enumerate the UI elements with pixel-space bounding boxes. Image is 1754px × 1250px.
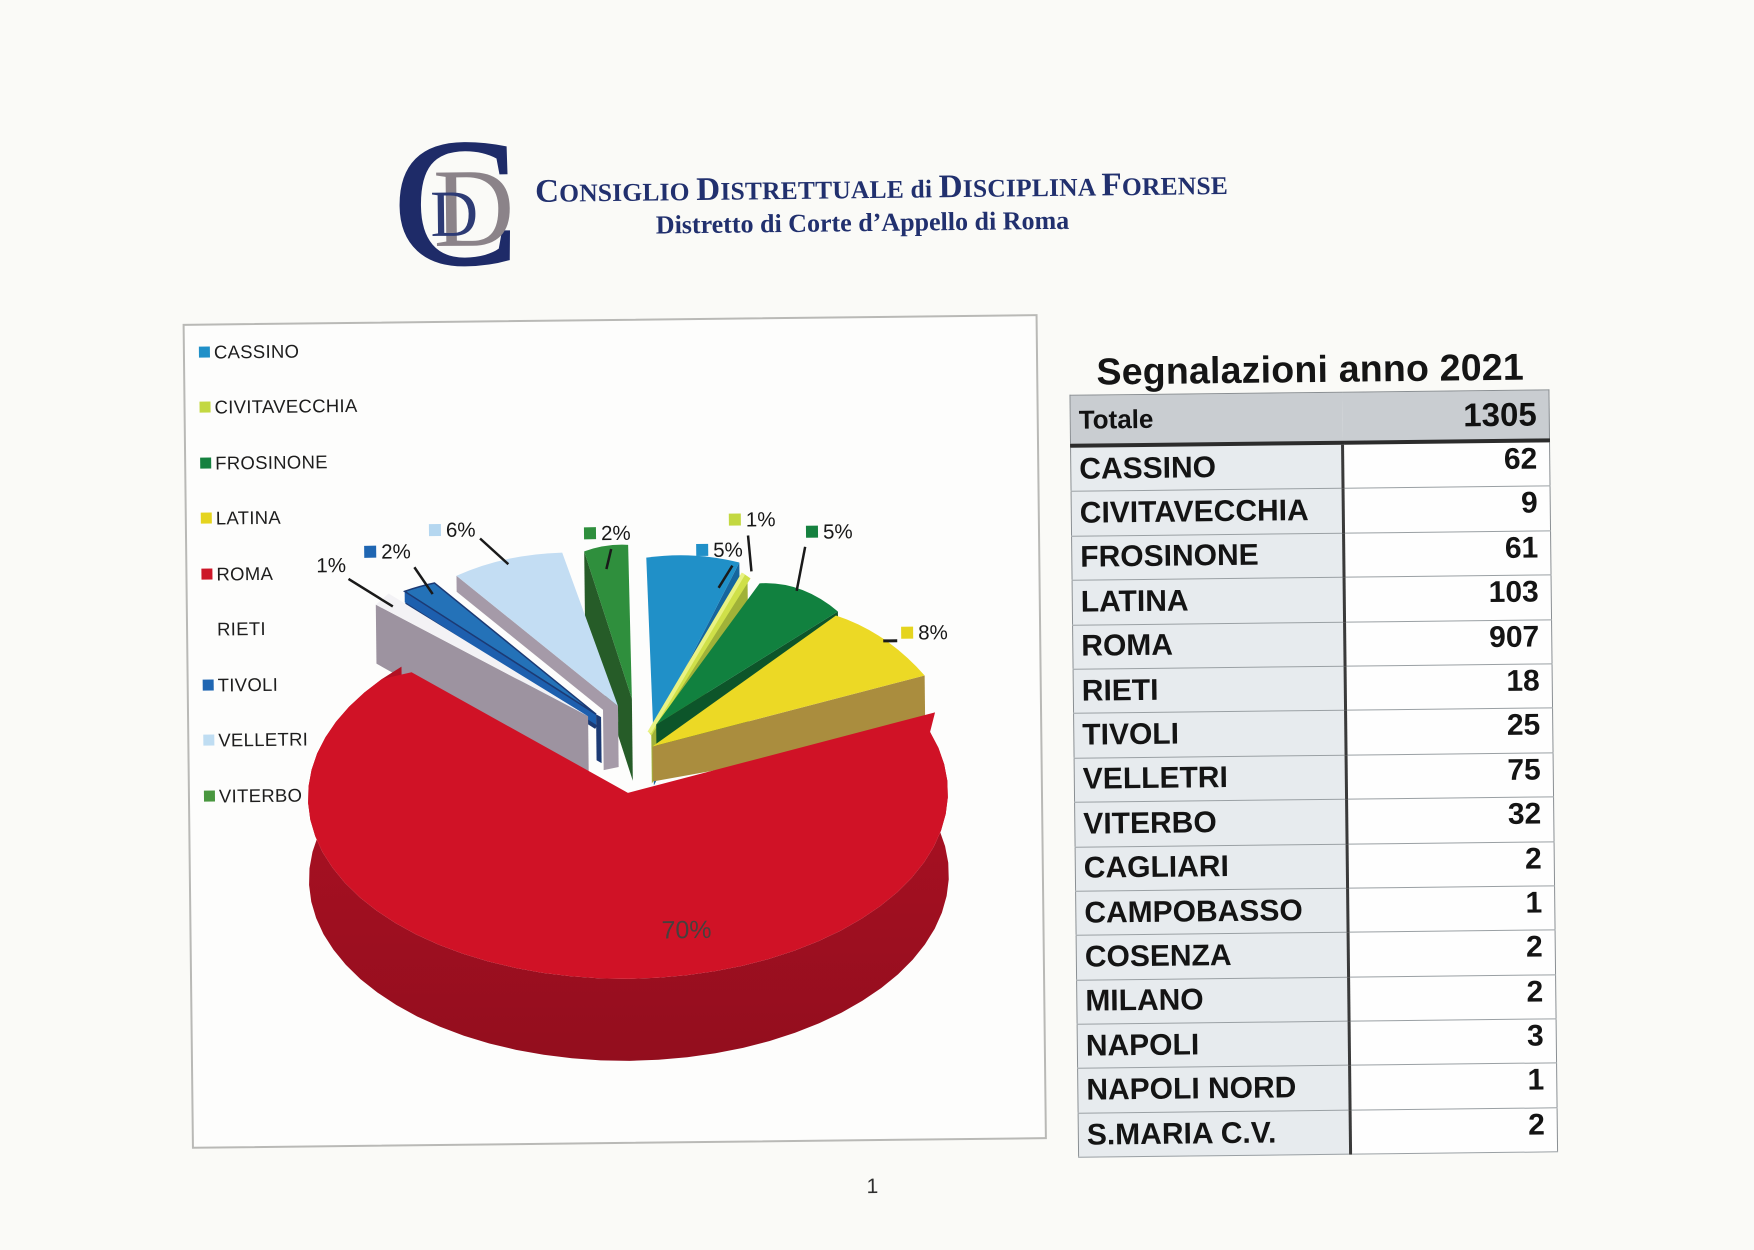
svg-text:70%: 70% (661, 916, 711, 945)
